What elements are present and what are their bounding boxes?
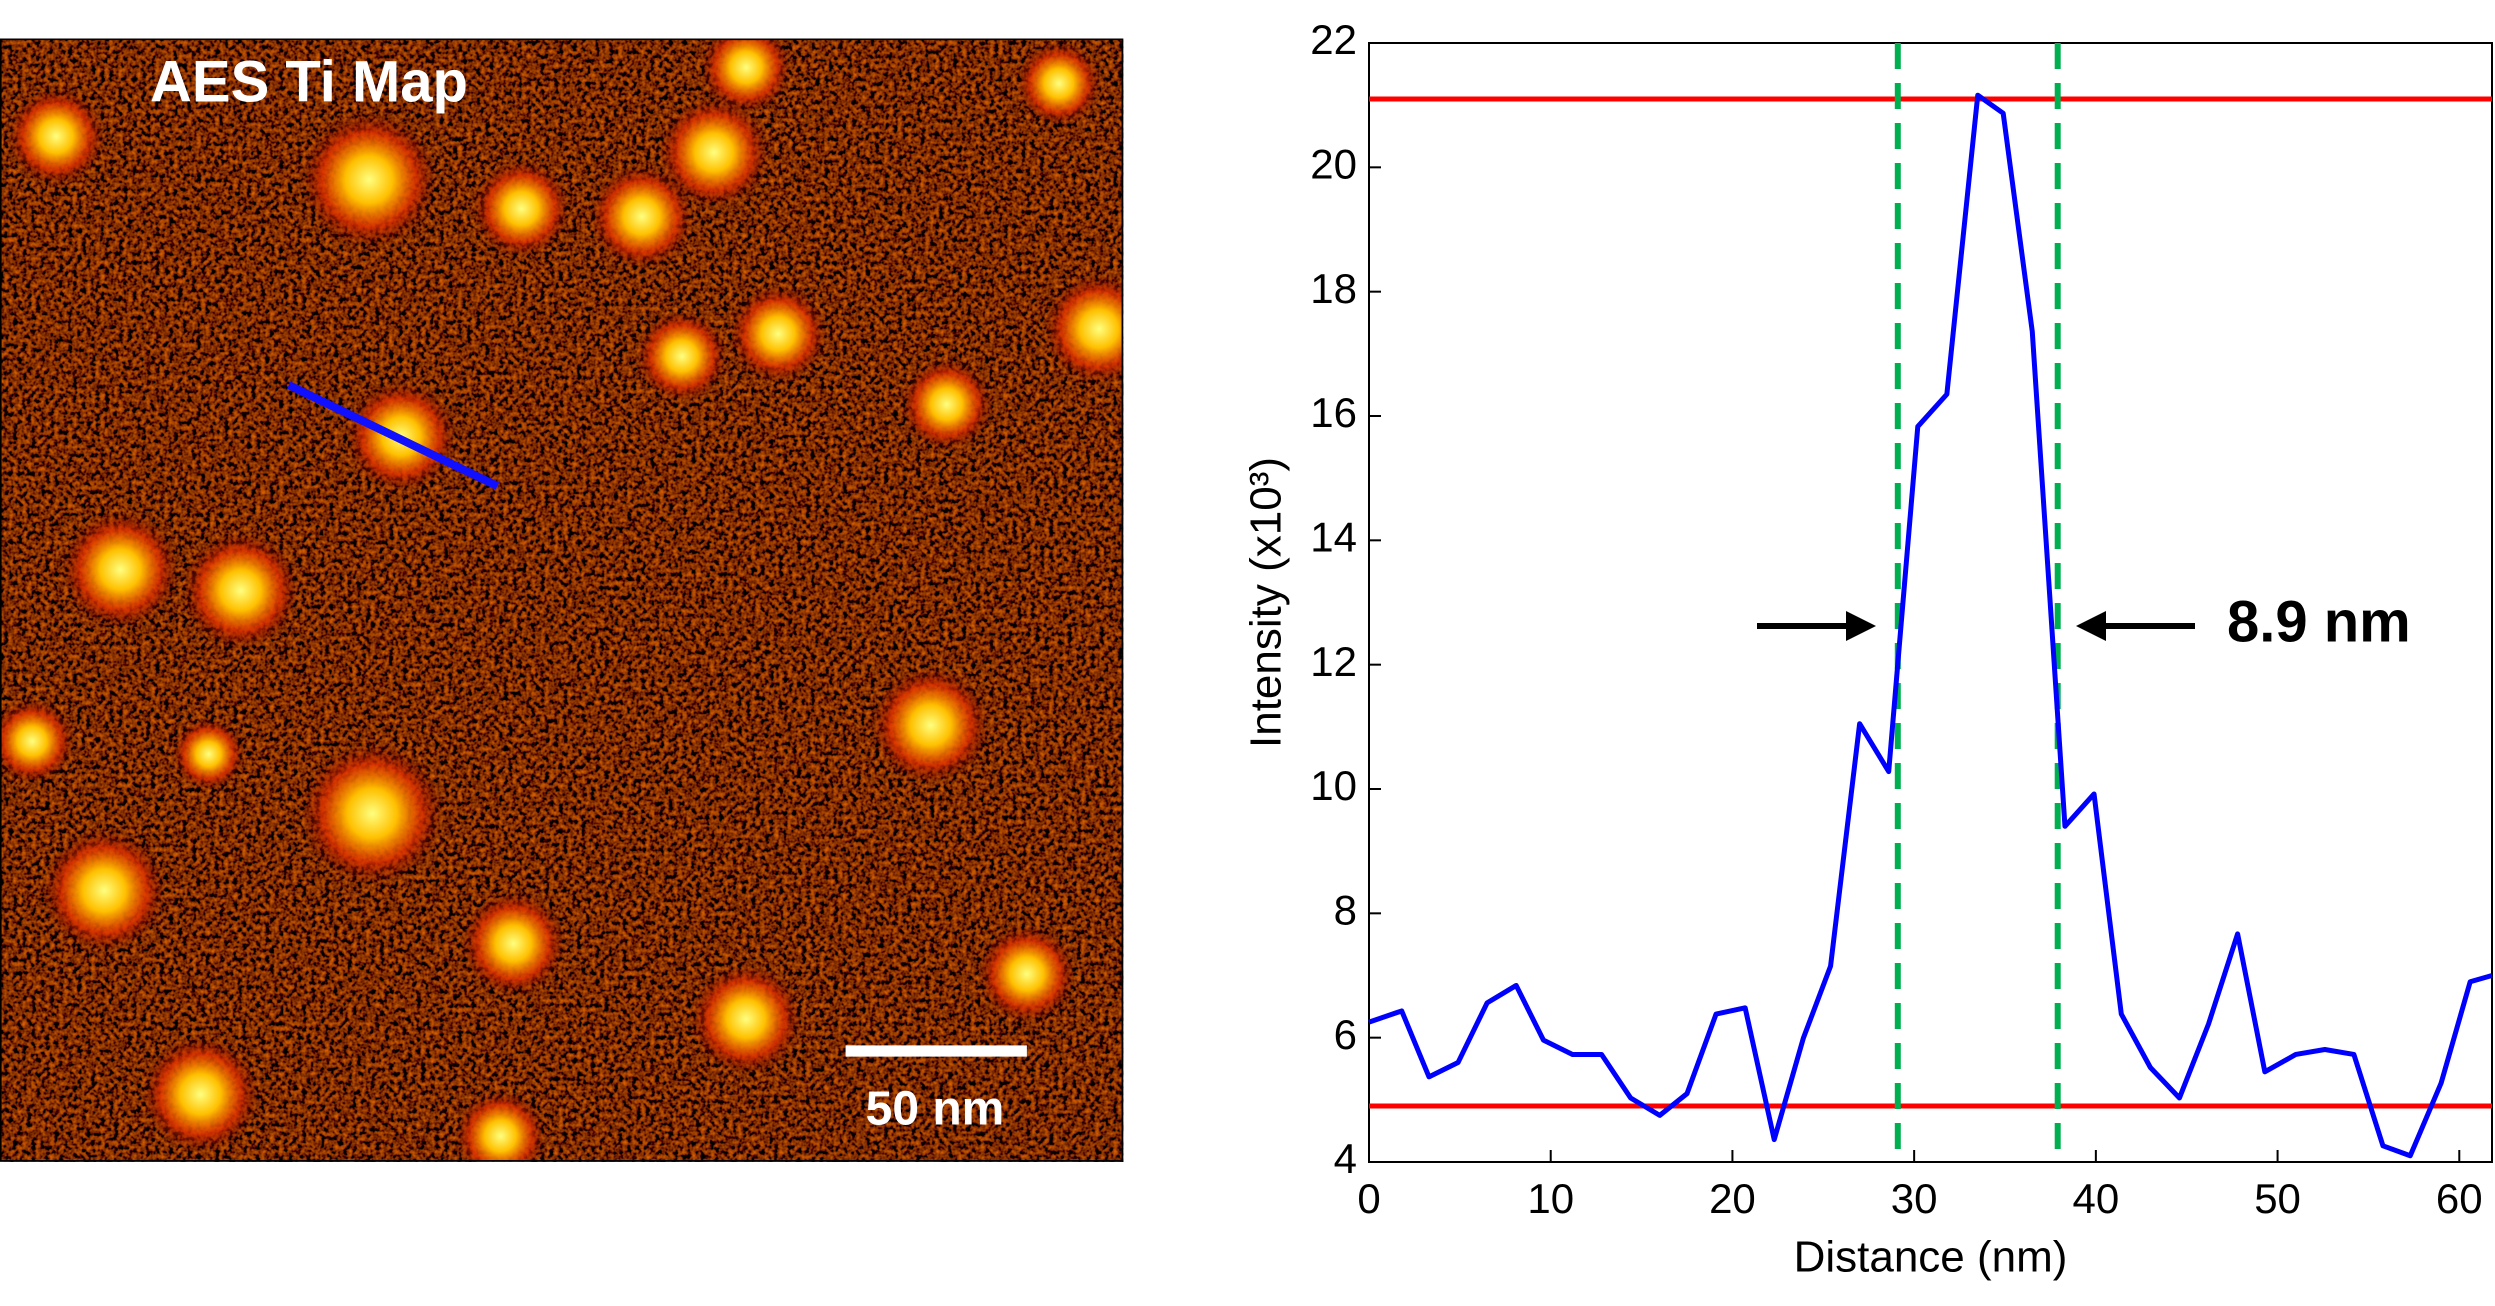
x-axis-label: Distance (nm) xyxy=(1794,1233,2068,1282)
y-tick-label: 18 xyxy=(1310,265,1357,312)
annotation: 8.9 nm xyxy=(2227,589,2411,654)
x-tick-label: 40 xyxy=(2073,1175,2120,1222)
y-tick-label: 16 xyxy=(1310,389,1357,436)
x-tick-label: 20 xyxy=(1709,1175,1756,1222)
y-tick-label: 10 xyxy=(1310,762,1357,809)
x-tick-label: 0 xyxy=(1357,1175,1380,1222)
x-tick-label: 30 xyxy=(1891,1175,1938,1222)
data-line xyxy=(1368,92,2493,1159)
y-tick-label: 12 xyxy=(1310,638,1357,685)
scale-bar-label: 50 nm xyxy=(866,1083,1005,1136)
x-tick-label: 60 xyxy=(2436,1175,2483,1222)
x-tick-label: 10 xyxy=(1527,1175,1574,1222)
x-tick-label: 50 xyxy=(2254,1175,2301,1222)
ti-map xyxy=(0,38,1124,1162)
y-axis-label: Intensity (x10³) xyxy=(1242,457,1291,748)
annotation-arrows xyxy=(1757,611,2195,641)
plot-frame xyxy=(1368,42,2493,1163)
map-title: AES Ti Map xyxy=(150,49,468,114)
profile-line xyxy=(287,381,500,490)
y-tick-label: 8 xyxy=(1334,886,1357,933)
y-tick-label: 6 xyxy=(1334,1011,1357,1058)
y-tick-label: 14 xyxy=(1310,513,1357,560)
y-tick-label: 20 xyxy=(1310,140,1357,187)
y-tick-label: 22 xyxy=(1310,16,1357,63)
y-tick-label: 4 xyxy=(1334,1135,1357,1182)
